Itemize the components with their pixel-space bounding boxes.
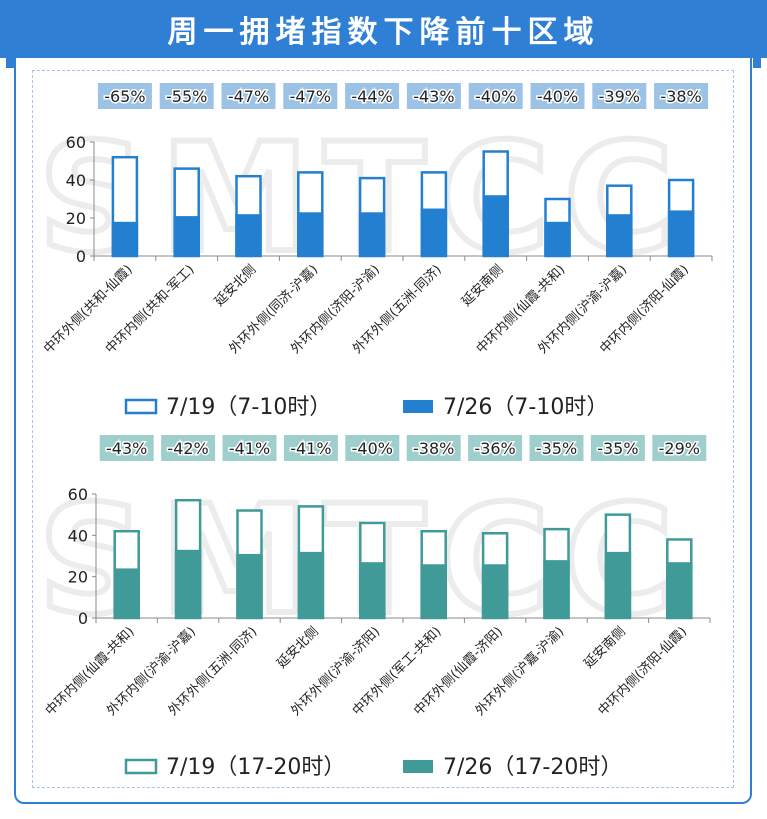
change-badge — [283, 83, 338, 109]
change-badge — [468, 83, 523, 109]
change-label: -47% — [290, 87, 331, 106]
change-label: -44% — [351, 87, 392, 106]
bar-filled — [481, 564, 509, 618]
watermark: SMTCC — [38, 474, 688, 648]
change-badge — [406, 435, 461, 461]
bar-filled — [359, 562, 386, 618]
change-label: -38% — [660, 87, 701, 106]
y-tick-label: 40 — [68, 526, 88, 545]
change-label: -43% — [413, 87, 454, 106]
bar-filled — [174, 549, 202, 618]
change-badge — [345, 435, 400, 461]
bar-filled — [666, 562, 693, 618]
legend-label-outline: 7/19（7-10时） — [166, 395, 331, 420]
y-tick-label: 20 — [68, 568, 88, 587]
content-frame — [14, 58, 752, 804]
change-label: -40% — [352, 439, 393, 458]
change-badge — [222, 435, 277, 461]
header-tab-left — [6, 56, 14, 68]
change-badge — [590, 435, 645, 461]
dashed-border — [32, 70, 734, 788]
change-label: -47% — [228, 87, 269, 106]
change-badge — [530, 83, 585, 109]
bar-filled — [111, 221, 139, 256]
change-badge — [652, 435, 707, 461]
bar-filled — [113, 568, 140, 618]
legend-label-filled: 7/26（7-10时） — [443, 395, 608, 420]
change-badge — [99, 435, 154, 461]
change-label: -41% — [229, 439, 270, 458]
change-badge — [161, 435, 216, 461]
change-badge — [345, 83, 400, 109]
legend-label-filled: 7/26（17-20时） — [443, 755, 622, 780]
bar-filled — [482, 195, 509, 256]
change-label: -36% — [474, 439, 515, 458]
change-label: -35% — [536, 439, 577, 458]
bar-filled — [667, 210, 695, 256]
legend-label-outline: 7/19（17-20时） — [166, 755, 345, 780]
bar-filled — [604, 551, 632, 618]
change-label: -40% — [537, 87, 578, 106]
y-tick-label: 0 — [76, 247, 86, 266]
bar-filled — [236, 553, 263, 618]
bar-filled — [297, 212, 324, 256]
legend-swatch-filled — [403, 760, 433, 773]
header-tab-right — [753, 56, 761, 68]
y-tick-label: 20 — [66, 209, 86, 228]
bar-filled — [173, 216, 200, 256]
change-badge — [406, 83, 461, 109]
change-badge — [283, 435, 338, 461]
change-label: -39% — [599, 87, 640, 106]
legend-swatch-outline — [124, 398, 158, 415]
y-tick-label: 60 — [68, 485, 88, 504]
page-title: 周一拥堵指数下降前十区域 — [0, 0, 767, 58]
change-badge — [159, 83, 214, 109]
change-label: -43% — [106, 439, 147, 458]
bar-filled — [358, 212, 386, 256]
change-label: -40% — [475, 87, 516, 106]
bar-filled — [543, 560, 570, 618]
legend-swatch-filled — [403, 400, 433, 413]
change-badge — [468, 435, 523, 461]
bar-filled — [235, 214, 262, 256]
change-badge — [221, 83, 276, 109]
change-label: -38% — [413, 439, 454, 458]
change-label: -55% — [166, 87, 207, 106]
change-label: -42% — [167, 439, 208, 458]
bar-filled — [606, 214, 633, 256]
bar-filled — [297, 551, 325, 618]
change-badge — [529, 435, 584, 461]
legend-swatch-outline — [124, 758, 158, 775]
change-label: -65% — [104, 87, 145, 106]
change-label: -29% — [659, 439, 700, 458]
change-badge — [654, 83, 709, 109]
change-label: -41% — [290, 439, 331, 458]
change-badge — [592, 83, 647, 109]
change-badge — [97, 83, 152, 109]
change-label: -35% — [597, 439, 638, 458]
y-tick-label: 60 — [66, 133, 86, 152]
bar-filled — [420, 208, 448, 256]
y-tick-label: 40 — [66, 171, 86, 190]
bar-filled — [544, 221, 571, 256]
bar-filled — [420, 564, 447, 618]
y-tick-label: 0 — [78, 609, 88, 628]
